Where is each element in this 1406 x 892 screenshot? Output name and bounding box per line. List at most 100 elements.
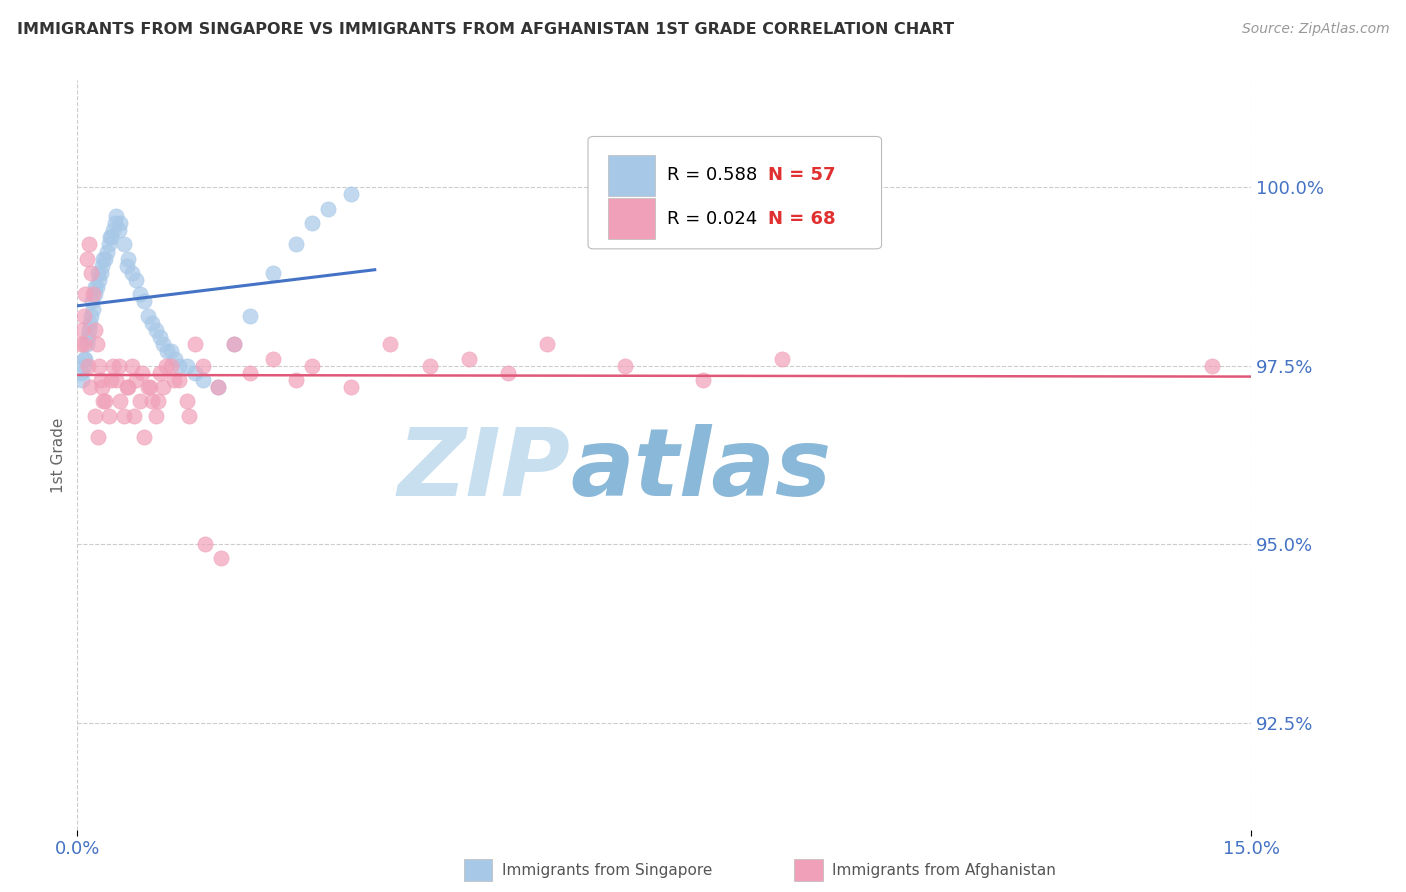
Text: ZIP: ZIP bbox=[398, 424, 571, 516]
Text: N = 57: N = 57 bbox=[768, 167, 835, 185]
Y-axis label: 1st Grade: 1st Grade bbox=[51, 417, 66, 492]
Point bbox=[340, 380, 363, 394]
Point bbox=[101, 223, 124, 237]
Point bbox=[70, 323, 93, 337]
Point bbox=[110, 216, 132, 230]
Text: atlas: atlas bbox=[571, 424, 832, 516]
Point bbox=[285, 373, 308, 387]
Point bbox=[614, 359, 637, 373]
Point bbox=[316, 202, 339, 216]
Point bbox=[419, 359, 441, 373]
Point bbox=[238, 309, 260, 323]
Point bbox=[165, 351, 187, 366]
Point bbox=[457, 351, 479, 366]
Point bbox=[79, 380, 101, 394]
Point bbox=[80, 266, 103, 280]
Point bbox=[93, 252, 115, 266]
Point bbox=[70, 366, 93, 380]
Point bbox=[91, 380, 114, 394]
Point bbox=[87, 266, 110, 280]
Point bbox=[77, 237, 100, 252]
Point bbox=[73, 351, 96, 366]
Point bbox=[100, 373, 122, 387]
Text: Source: ZipAtlas.com: Source: ZipAtlas.com bbox=[1241, 22, 1389, 37]
Point bbox=[72, 359, 94, 373]
Bar bbox=[607, 155, 655, 196]
Point bbox=[93, 394, 115, 409]
Point bbox=[97, 409, 120, 423]
Point bbox=[75, 287, 97, 301]
Point bbox=[176, 359, 198, 373]
Point bbox=[91, 259, 114, 273]
Point bbox=[132, 294, 155, 309]
Point bbox=[380, 337, 402, 351]
Point bbox=[222, 337, 245, 351]
Point bbox=[145, 323, 167, 337]
Point bbox=[89, 359, 111, 373]
Point bbox=[82, 301, 104, 316]
Point bbox=[139, 380, 162, 394]
Point bbox=[145, 409, 167, 423]
Point bbox=[100, 230, 122, 244]
Point bbox=[83, 287, 105, 301]
Point bbox=[167, 359, 190, 373]
Point bbox=[183, 337, 207, 351]
Point bbox=[167, 373, 190, 387]
Point bbox=[132, 430, 155, 444]
Point bbox=[207, 380, 229, 394]
Point bbox=[91, 252, 114, 266]
Point bbox=[80, 309, 103, 323]
Point bbox=[125, 273, 148, 287]
Text: IMMIGRANTS FROM SINGAPORE VS IMMIGRANTS FROM AFGHANISTAN 1ST GRADE CORRELATION C: IMMIGRANTS FROM SINGAPORE VS IMMIGRANTS … bbox=[17, 22, 955, 37]
Point bbox=[96, 244, 118, 259]
Point bbox=[112, 237, 135, 252]
Point bbox=[84, 280, 107, 294]
Point bbox=[82, 287, 104, 301]
Point bbox=[110, 394, 132, 409]
Point bbox=[76, 359, 98, 373]
Point bbox=[129, 394, 152, 409]
Point bbox=[75, 351, 97, 366]
Point bbox=[141, 394, 163, 409]
Point bbox=[121, 266, 143, 280]
Point bbox=[89, 273, 111, 287]
Point bbox=[340, 187, 363, 202]
Point bbox=[72, 309, 94, 323]
Point bbox=[162, 373, 184, 387]
Point bbox=[148, 330, 170, 344]
Point bbox=[136, 380, 159, 394]
Point bbox=[131, 366, 153, 380]
Point bbox=[160, 359, 183, 373]
Point bbox=[108, 359, 131, 373]
Point bbox=[97, 237, 120, 252]
Point bbox=[86, 280, 108, 294]
Point bbox=[105, 373, 128, 387]
Point bbox=[262, 351, 284, 366]
Point bbox=[1201, 359, 1223, 373]
Point bbox=[90, 266, 112, 280]
Point bbox=[115, 259, 138, 273]
Text: R = 0.024: R = 0.024 bbox=[666, 210, 756, 227]
Point bbox=[73, 337, 96, 351]
Point bbox=[179, 409, 201, 423]
Point bbox=[146, 394, 169, 409]
Point bbox=[129, 287, 152, 301]
Text: R = 0.588: R = 0.588 bbox=[666, 167, 756, 185]
Point bbox=[207, 380, 229, 394]
Point bbox=[105, 209, 128, 223]
Point bbox=[152, 380, 174, 394]
Point bbox=[91, 394, 114, 409]
Point bbox=[79, 316, 101, 330]
Point bbox=[262, 266, 284, 280]
Point bbox=[83, 323, 105, 337]
Point bbox=[301, 216, 323, 230]
Point bbox=[692, 373, 714, 387]
Text: N = 68: N = 68 bbox=[768, 210, 835, 227]
Point bbox=[191, 359, 214, 373]
Point bbox=[155, 359, 177, 373]
Point bbox=[141, 316, 163, 330]
Point bbox=[117, 380, 139, 394]
Point bbox=[183, 366, 207, 380]
Bar bbox=[607, 198, 655, 239]
Point bbox=[90, 373, 112, 387]
